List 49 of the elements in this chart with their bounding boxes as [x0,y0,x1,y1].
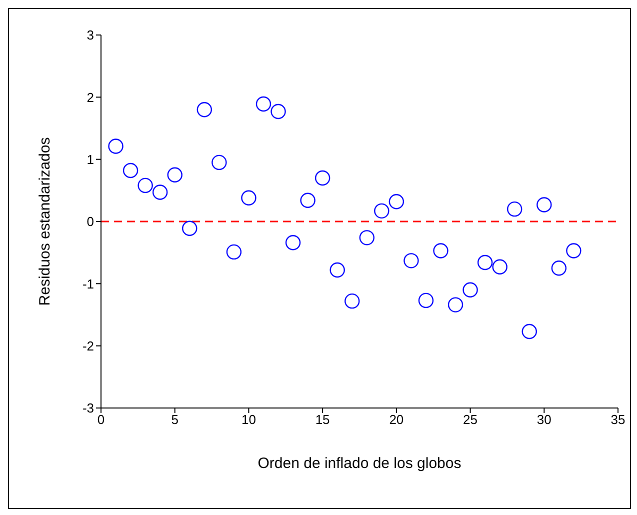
y-tick-label: -1 [82,276,94,292]
y-tick-label: 0 [86,214,94,230]
point [167,167,182,182]
point [122,162,138,178]
point [241,190,256,206]
y-axis-title: Residuos estandarizados [36,137,54,306]
x-tick-label: 30 [536,412,552,428]
point [462,282,478,298]
point [182,220,198,236]
point [388,194,404,210]
x-tick-label: 10 [241,412,256,428]
point [374,203,390,219]
point [285,235,301,250]
point [551,260,567,276]
y-tick-label: -2 [82,338,94,354]
x-tick-label: 0 [97,412,105,428]
y-tick-label: 2 [86,90,94,105]
point [152,184,168,200]
y-tick-label: -3 [82,400,94,416]
point [270,104,286,120]
point [300,192,316,208]
point [566,243,582,258]
point [212,154,227,170]
x-tick-label: 25 [463,412,478,428]
x-tick-label: 15 [315,412,330,428]
point [448,297,464,312]
point [507,201,522,217]
point [344,293,360,309]
x-axis-title: Orden de inflado de los globos [258,455,462,472]
point [404,253,419,268]
point [522,324,537,340]
x-tick-label: 5 [171,412,178,428]
point [477,254,493,270]
point [256,96,272,112]
point [433,243,448,258]
x-tick-label: 35 [610,412,626,428]
point [359,230,374,246]
point [330,262,345,278]
y-tick-label: 1 [86,152,94,167]
point [314,170,330,186]
point [108,138,124,154]
point [138,178,153,194]
point [226,244,242,260]
point [196,102,212,118]
x-tick-label: 20 [389,412,404,428]
point [418,292,434,308]
point [536,197,552,212]
y-tick-label: 3 [86,28,94,43]
point [492,259,508,274]
